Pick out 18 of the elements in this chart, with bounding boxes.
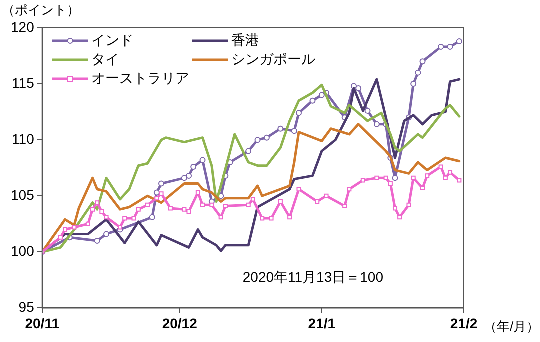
x-tick-label: 20/11 bbox=[25, 315, 60, 332]
legend-label: オーストラリア bbox=[91, 70, 190, 86]
legend-label: インド bbox=[91, 32, 134, 48]
y-tick-label: 100 bbox=[11, 243, 35, 260]
y-tick-label: 105 bbox=[11, 186, 35, 203]
x-tick-label: 21/1 bbox=[308, 315, 336, 332]
y-tick-label: 110 bbox=[12, 130, 35, 147]
x-tick-label: 20/12 bbox=[162, 315, 198, 332]
legend-label: 香港 bbox=[231, 32, 260, 48]
x-tick-label: 21/2 bbox=[450, 315, 478, 332]
x-axis-title: （年/月） bbox=[484, 318, 540, 334]
legend-label: タイ bbox=[91, 50, 120, 67]
y-tick-label: 115 bbox=[12, 74, 35, 91]
y-tick-label: 95 bbox=[18, 299, 35, 316]
y-tick-label: 120 bbox=[11, 18, 35, 35]
annotation: 2020年11月13日＝100 bbox=[242, 269, 384, 286]
legend-label: シンガポール bbox=[231, 50, 316, 67]
y-axis-title: （ポイント） bbox=[2, 2, 80, 18]
